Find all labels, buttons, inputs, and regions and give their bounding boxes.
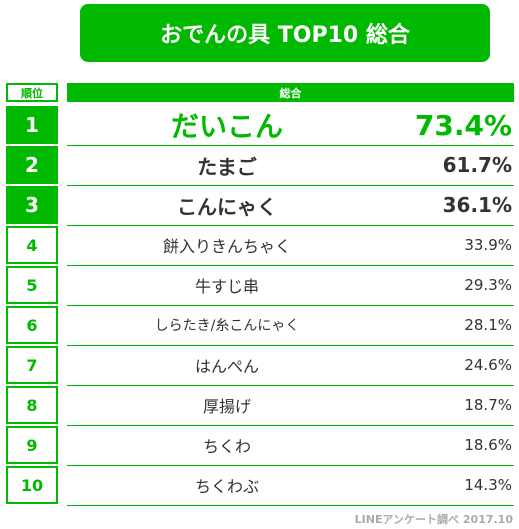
item-percent: 33.9% [464, 236, 512, 254]
item-percent: 24.6% [464, 356, 512, 374]
page-title: おでんの具 TOP10 総合 [80, 4, 490, 62]
item-name: たまご [197, 154, 257, 179]
rank-column-header: 順位 [6, 83, 58, 102]
rank-cell: 6 [6, 306, 58, 344]
rank-cell: 2 [6, 146, 58, 184]
item-name: ちくわ [202, 437, 251, 456]
row-divider [67, 225, 514, 226]
item-name: 厚揚げ [202, 397, 251, 416]
rank-cell: 7 [6, 346, 58, 384]
rank-cell: 9 [6, 426, 58, 464]
item-percent: 61.7% [442, 153, 512, 177]
item-percent: 29.3% [464, 276, 512, 294]
row-divider [67, 505, 514, 506]
item-name: はんぺん [194, 357, 259, 376]
row-divider [67, 385, 514, 386]
item-name: 餅入りきんちゃく [162, 237, 291, 256]
overall-column-header: 総合 [67, 83, 514, 102]
source-note: LINEアンケート調べ 2017.10 [354, 513, 513, 526]
row-divider [67, 305, 514, 306]
rank-cell: 1 [6, 106, 58, 144]
item-name: こんにゃく [177, 194, 277, 219]
item-percent: 18.7% [464, 396, 512, 414]
item-percent: 28.1% [464, 316, 512, 334]
rank-cell: 4 [6, 226, 58, 264]
rank-cell: 5 [6, 266, 58, 304]
row-divider [67, 465, 514, 466]
item-percent: 73.4% [414, 108, 512, 142]
rank-cell: 10 [6, 466, 58, 504]
row-divider [67, 425, 514, 426]
item-name: しらたき/糸こんにゃく [154, 318, 300, 334]
rank-cell: 3 [6, 186, 58, 224]
row-divider [67, 265, 514, 266]
item-percent: 18.6% [464, 436, 512, 454]
row-divider [67, 145, 514, 146]
row-divider [67, 345, 514, 346]
row-divider [67, 185, 514, 186]
item-percent: 14.3% [464, 476, 512, 494]
item-name: だいこん [170, 110, 283, 143]
item-percent: 36.1% [442, 193, 512, 217]
item-name: ちくわぶ [194, 477, 259, 496]
rank-cell: 8 [6, 386, 58, 424]
item-name: 牛すじ串 [194, 277, 259, 296]
